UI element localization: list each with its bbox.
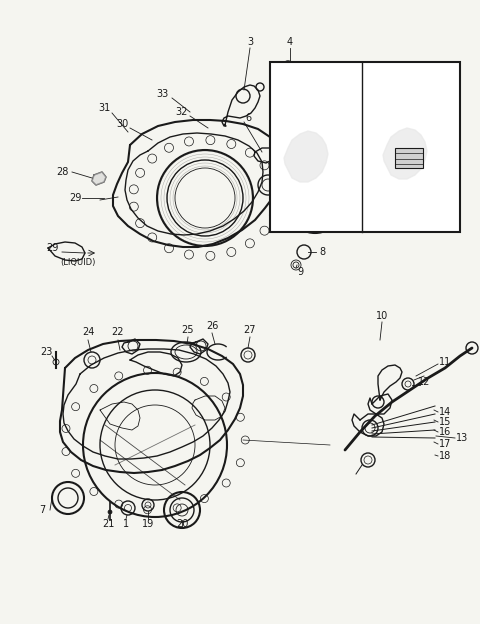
Text: 26: 26 xyxy=(206,321,218,331)
Text: 7: 7 xyxy=(335,213,341,223)
Text: 29: 29 xyxy=(46,243,58,253)
Text: (4  SPEED): (4 SPEED) xyxy=(295,71,347,81)
Text: 10: 10 xyxy=(376,311,388,321)
Text: 33: 33 xyxy=(156,89,168,99)
Text: 30: 30 xyxy=(116,119,128,129)
Text: 1: 1 xyxy=(418,82,422,90)
Text: 17: 17 xyxy=(439,439,451,449)
Text: 7: 7 xyxy=(39,505,45,515)
Polygon shape xyxy=(383,128,427,179)
Text: 27: 27 xyxy=(244,325,256,335)
Text: 12: 12 xyxy=(418,377,430,387)
Polygon shape xyxy=(92,172,106,185)
Text: 20: 20 xyxy=(176,519,188,529)
Text: 2: 2 xyxy=(351,162,357,170)
Text: 23: 23 xyxy=(40,347,52,357)
Text: 29: 29 xyxy=(69,193,81,203)
Text: 18: 18 xyxy=(439,451,451,461)
Text: 9: 9 xyxy=(297,267,303,277)
Text: 8: 8 xyxy=(319,247,325,257)
Text: 22: 22 xyxy=(112,327,124,337)
Text: 11: 11 xyxy=(439,357,451,367)
Text: (5  SPEED): (5 SPEED) xyxy=(390,71,442,81)
Text: 21: 21 xyxy=(102,519,114,529)
Text: 1: 1 xyxy=(123,519,129,529)
Text: 13: 13 xyxy=(456,433,468,443)
Text: 16: 16 xyxy=(439,427,451,437)
Text: 28: 28 xyxy=(56,167,68,177)
Text: 2: 2 xyxy=(449,170,455,178)
Text: 5: 5 xyxy=(303,82,309,90)
Circle shape xyxy=(108,510,112,514)
Text: 6: 6 xyxy=(245,113,251,123)
Text: (LIQUID): (LIQUID) xyxy=(60,258,96,266)
Text: 24: 24 xyxy=(82,327,94,337)
Polygon shape xyxy=(284,131,328,182)
Text: 15: 15 xyxy=(439,417,451,427)
Bar xyxy=(270,62,460,232)
Text: 4: 4 xyxy=(287,37,293,47)
Text: 32: 32 xyxy=(176,107,188,117)
Bar xyxy=(395,148,423,168)
Text: 14: 14 xyxy=(439,407,451,417)
Text: 19: 19 xyxy=(142,519,154,529)
Text: 25: 25 xyxy=(182,325,194,335)
Text: 31: 31 xyxy=(98,103,110,113)
Text: 3: 3 xyxy=(247,37,253,47)
